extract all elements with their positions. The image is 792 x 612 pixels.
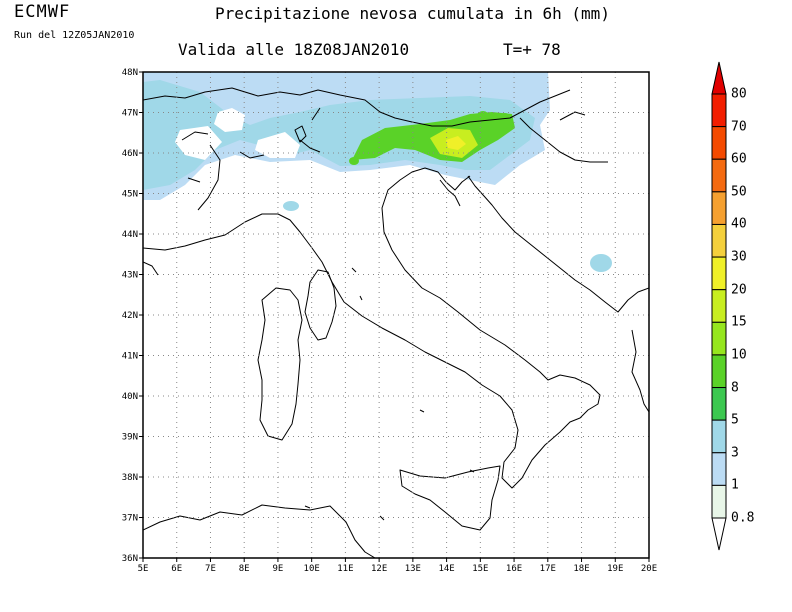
lon-tick-label: 10E [304,564,320,574]
lon-tick-label: 5E [138,564,149,574]
colorbar-level-label: 60 [731,151,747,167]
colorbar-level-label: 20 [731,282,747,298]
shading-blue-spot-adriatic [590,254,612,272]
forecast-step-label: T=+ 78 [503,40,561,59]
colorbar-level-label: 10 [731,347,747,363]
colorbar [711,61,727,551]
lon-tick-label: 19E [607,564,623,574]
italy-mainland-coastline [143,167,601,489]
africa-coastline [143,504,376,558]
lon-tick-label: 12E [371,564,387,574]
colorbar-segment [711,158,727,193]
lon-tick-label: 18E [573,564,589,574]
lat-tick-label: 37N [122,514,138,524]
colorbar-segment [711,452,727,486]
shading-green-spot-2 [500,113,510,121]
colorbar-bottom-arrow [711,517,727,551]
colorbar-segment [711,321,727,356]
colorbar-level-label: 5 [731,412,739,428]
colorbar-level-label: 1 [731,477,739,493]
colorbar-segment [711,223,727,258]
alps-lakes [181,111,586,143]
colorbar-level-label: 40 [731,216,747,232]
lat-tick-label: 45N [122,190,138,200]
colorbar-segment [711,191,727,225]
alpine-borders [143,87,608,211]
lon-tick-label: 7E [205,564,216,574]
shading-yellow-spot [446,136,466,150]
lon-tick-label: 14E [438,564,454,574]
coastlines [143,87,649,558]
colorbar-top-arrow [711,61,727,95]
lat-lon-grid [143,72,649,558]
colorbar-segment [711,484,727,519]
ecmwf-logo-text: ECMWF [14,2,71,22]
france-coastline [143,261,159,276]
lon-tick-label: 20E [641,564,657,574]
shading-green-spot-1 [349,157,359,165]
balkan-coastline [467,175,649,313]
lon-tick-label: 13E [405,564,421,574]
shading-blue-north [143,80,535,190]
lat-tick-label: 43N [122,271,138,281]
colorbar-level-label: 8 [731,380,739,396]
colorbar-level-label: 3 [731,445,739,461]
colorbar-segment [711,419,727,454]
shading-white-gap-3 [255,132,300,158]
shading-white-gap-2 [175,126,222,160]
sardinia-coastline [257,287,303,441]
colorbar-segment [711,256,727,291]
shading-green-spot-3 [477,111,489,121]
valid-time-label: Valida alle 18Z08JAN2010 [178,40,410,59]
corsica-coastline [304,269,337,341]
longitude-labels: 5E 6E 7E 8E 9E 10E 11E 12E 13E 14E 15E 16E 17E 18E 19E… [138,564,658,574]
snowfall-shading [143,72,612,272]
colorbar-segment [711,126,727,160]
chart-title: Precipitazione nevosa cumulata in 6h (mm… [215,4,610,23]
lat-tick-label: 40N [122,392,138,402]
lon-tick-label: 16E [506,564,522,574]
latitude-labels: 48N 47N 46N 45N 44N 43N 42N 41N 40N 39N 38N 37N 36N [122,68,138,564]
shading-white-gap-1 [214,108,245,132]
lat-tick-label: 44N [122,230,138,240]
lat-tick-label: 47N [122,109,138,119]
islands [304,267,475,521]
lon-tick-label: 17E [540,564,556,574]
axis-ticks [139,71,650,562]
colorbar-level-label: 80 [731,86,747,102]
lon-tick-label: 8E [239,564,250,574]
colorbar-segment [711,93,727,128]
lat-tick-label: 46N [122,149,138,159]
lon-tick-label: 6E [171,564,182,574]
lat-tick-label: 41N [122,352,138,362]
greece-coastline [631,329,649,413]
colorbar-segment [711,387,727,421]
lat-tick-label: 42N [122,311,138,321]
lat-tick-label: 36N [122,554,138,564]
colorbar-level-label: 50 [731,184,747,200]
lon-tick-label: 11E [337,564,353,574]
colorbar-level-label: 15 [731,314,747,330]
colorbar-level-label: 0.8 [731,510,755,526]
lat-tick-label: 39N [122,433,138,443]
colorbar-level-label: 30 [731,249,747,265]
lon-tick-label: 15E [472,564,488,574]
lat-tick-label: 48N [122,68,138,78]
model-run-label: Run del 12Z05JAN2010 [14,30,135,41]
lon-tick-label: 9E [273,564,284,574]
lat-tick-label: 38N [122,473,138,483]
colorbar-level-label: 70 [731,119,747,135]
shading-blue-spot-ligurian [283,201,299,211]
sicily-coastline [399,465,501,531]
colorbar-segment [711,354,727,389]
colorbar-segment [711,289,727,323]
